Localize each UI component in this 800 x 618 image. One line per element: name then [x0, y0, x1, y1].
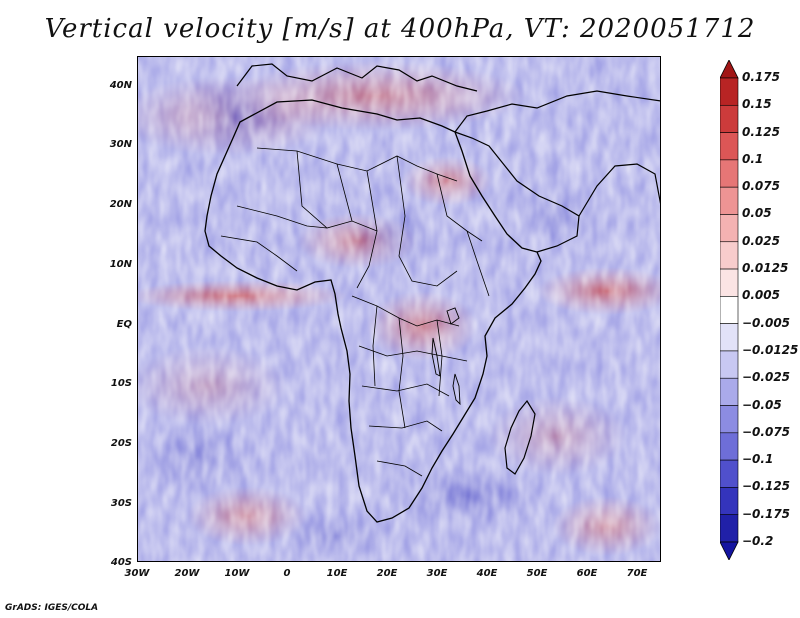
colorbar-tick-label: −0.025 — [742, 370, 791, 385]
colorbar-tick-label: 0.005 — [742, 288, 780, 303]
lat-tick-label: 40N — [109, 80, 132, 91]
lon-tick-label: 10W — [224, 568, 250, 579]
velocity-map — [137, 56, 661, 562]
colorbar-bin — [720, 77, 739, 106]
colorbar-tick-label: 0.05 — [742, 206, 772, 221]
colorbar-bin — [720, 214, 739, 243]
colorbar-tick-label: 0.075 — [742, 179, 780, 194]
lakes — [431, 307, 461, 406]
colorbar-bottom-triangle — [720, 541, 739, 560]
lon-tick-label: 50E — [526, 568, 548, 579]
lon-tick-label: 20W — [174, 568, 200, 579]
colorbar-bin — [720, 132, 739, 161]
colorbar-bin — [720, 323, 739, 352]
lat-tick-label: 20S — [110, 438, 132, 449]
colorbar-bin — [720, 487, 739, 516]
colorbar-tick-label: −0.125 — [742, 479, 791, 494]
lat-tick-label: 10N — [109, 259, 132, 270]
lon-tick-label: 30E — [426, 568, 448, 579]
asia-coastline — [578, 163, 661, 217]
lat-tick-label: 20N — [109, 199, 132, 210]
colorbar-top-triangle — [720, 60, 739, 79]
lon-tick-label: 30W — [124, 568, 150, 579]
colorbar-tick-label: 0.025 — [742, 233, 780, 248]
colorbar-tick-label: −0.05 — [742, 397, 782, 412]
country-borders — [220, 147, 490, 477]
madagascar-outline — [504, 399, 536, 475]
colorbar-tick-label: 0.0125 — [742, 261, 789, 276]
colorbar-bin — [720, 296, 739, 324]
lat-tick-label: 30S — [110, 498, 132, 509]
field-texture — [137, 56, 661, 562]
colorbar — [720, 60, 739, 560]
colorbar-bin — [720, 186, 739, 215]
lon-tick-label: 70E — [626, 568, 648, 579]
lat-tick-label: EQ — [116, 319, 132, 330]
colorbar-tick-label: −0.175 — [742, 506, 791, 521]
colorbar-tick-label: −0.0125 — [742, 342, 799, 357]
colorbar-bin — [720, 405, 739, 434]
colorbar-tick-label: −0.2 — [742, 534, 774, 548]
colorbar-bin — [720, 159, 739, 188]
colorbar-tick-label: −0.1 — [742, 452, 774, 467]
colorbar-bin — [720, 377, 739, 406]
lon-tick-label: 40E — [476, 568, 498, 579]
colorbar-bin — [720, 104, 739, 133]
colorbar-tick-label: 0.125 — [742, 124, 780, 139]
colorbar-tick-label: −0.075 — [742, 424, 791, 439]
chart-title: Vertical velocity [m/s] at 400hPa, VT: 2… — [44, 14, 756, 44]
lon-tick-label: 20E — [376, 568, 398, 579]
colorbar-bin — [720, 268, 739, 297]
colorbar-bin — [720, 350, 739, 379]
map-panel[interactable] — [137, 56, 661, 562]
colorbar-bin — [720, 432, 739, 461]
colorbar-tick-label: 0.1 — [742, 151, 764, 166]
map-border — [137, 56, 661, 562]
europe-coastline — [236, 63, 478, 92]
lon-tick-label: 10E — [326, 568, 348, 579]
lon-tick-label: 60E — [576, 568, 598, 579]
lon-tick-label: 0 — [283, 568, 291, 579]
colorbar-bin — [720, 459, 739, 488]
lat-tick-label: 40S — [110, 557, 132, 568]
colorbar-bin — [720, 241, 739, 270]
colorbar-bin — [720, 514, 739, 543]
colorbar-tick-label: −0.005 — [742, 315, 791, 330]
lat-tick-label: 10S — [110, 378, 132, 389]
africa-coastline — [204, 99, 542, 523]
lat-tick-label: 30N — [109, 139, 132, 150]
colorbar-tick-label: 0.15 — [742, 97, 772, 112]
footer-credit: GrADS: IGES/COLA — [5, 603, 99, 613]
arabia-coastline — [454, 90, 661, 253]
colorbar-tick-label: 0.175 — [742, 70, 780, 84]
